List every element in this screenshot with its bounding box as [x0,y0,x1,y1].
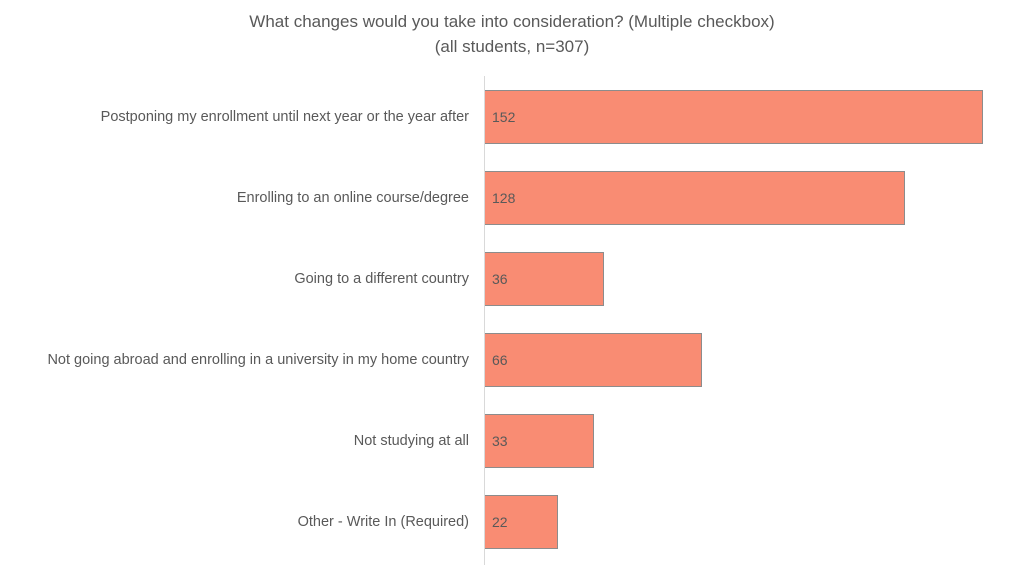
bar-row: Going to a different country 36 [0,252,1024,306]
y-axis-line [484,76,485,565]
category-label: Not studying at all [353,433,469,449]
chart-subtitle: (all students, n=307) [434,37,590,56]
bar-row: Not studying at all 33 [0,414,1024,468]
category-label: Not going abroad and enrolling in a univ… [47,352,469,368]
bar [485,414,594,468]
category-label: Going to a different country [294,271,469,287]
bar [485,90,983,144]
category-label: Postponing my enrollment until next year… [100,109,469,125]
value-label: 33 [492,433,508,449]
value-label: 152 [492,109,516,125]
value-label: 66 [492,352,508,368]
category-label: Enrolling to an online course/degree [236,190,469,206]
bar [485,171,905,225]
category-label: Other - Write In (Required) [297,514,469,530]
bar [485,495,558,549]
bar-row: Other - Write In (Required) 22 [0,495,1024,549]
value-label: 128 [492,190,516,206]
bar-row: Enrolling to an online course/degree 128 [0,171,1024,225]
bar-row: Postponing my enrollment until next year… [0,90,1024,144]
value-label: 36 [492,271,508,287]
bar [485,333,702,387]
value-label: 22 [492,514,508,530]
bar [485,252,604,306]
bar-row: Not going abroad and enrolling in a univ… [0,333,1024,387]
chart-title: What changes would you take into conside… [249,12,775,31]
